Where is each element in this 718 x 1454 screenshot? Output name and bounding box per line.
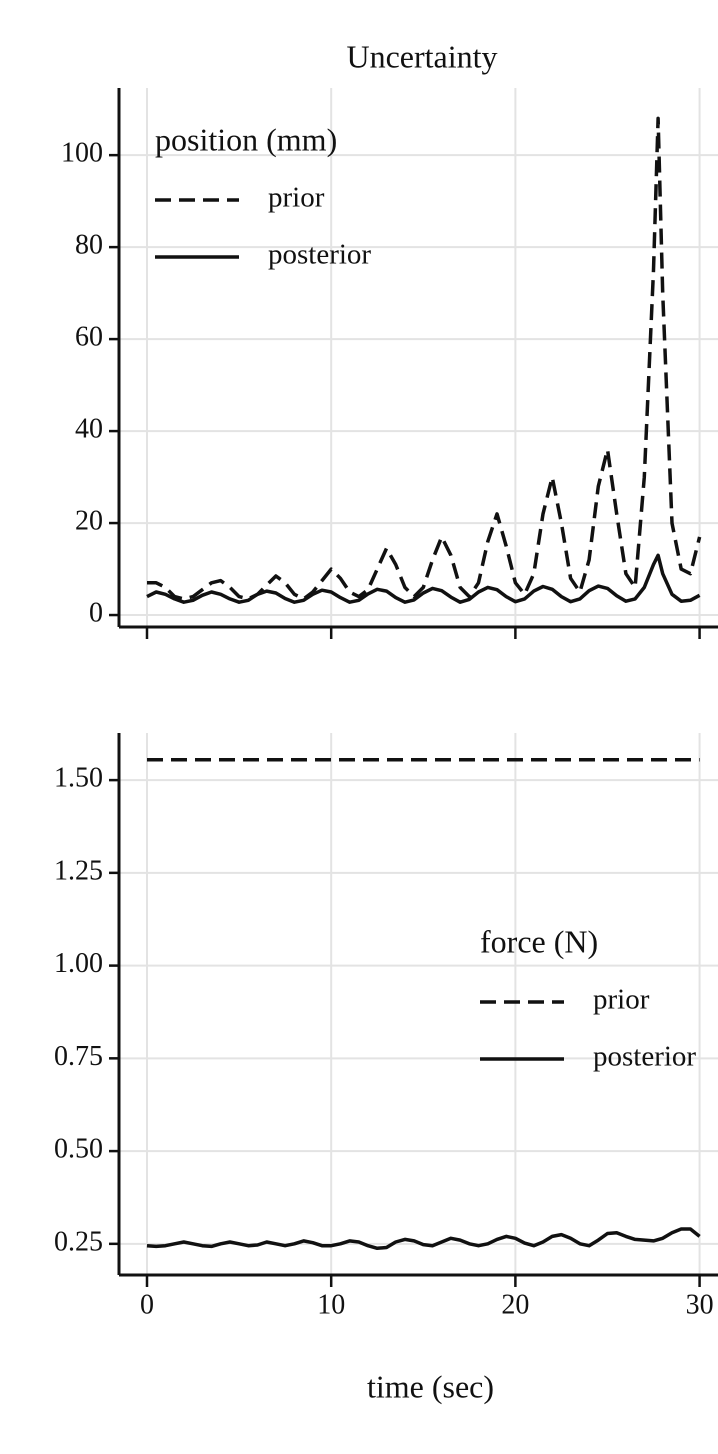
y-tick-label: 1.00 xyxy=(54,948,103,979)
legend-label: prior xyxy=(593,984,650,1016)
y-tick-label: 40 xyxy=(75,414,103,445)
x-tick-label: 0 xyxy=(140,1289,154,1320)
legend-label: prior xyxy=(268,182,325,214)
chart-title: Uncertainty xyxy=(346,38,497,74)
y-tick-label: 1.50 xyxy=(54,763,103,794)
line-series xyxy=(147,116,702,601)
y-tick-label: 0.25 xyxy=(54,1226,103,1257)
line-series xyxy=(146,1227,701,1251)
legend-title: position (mm) xyxy=(155,121,337,157)
y-tick-label: 100 xyxy=(61,138,103,169)
y-tick-label: 1.25 xyxy=(54,855,103,886)
x-tick-label: 30 xyxy=(686,1289,714,1320)
line-series xyxy=(146,553,701,604)
legend-label: posterior xyxy=(268,239,371,271)
x-axis-label: time (sec) xyxy=(367,1368,494,1404)
y-tick-label: 0 xyxy=(89,597,103,628)
y-tick-label: 0.50 xyxy=(54,1134,103,1165)
legend-label: posterior xyxy=(593,1041,696,1073)
y-tick-label: 80 xyxy=(75,230,103,261)
x-tick-label: 20 xyxy=(501,1289,529,1320)
y-tick-label: 0.75 xyxy=(54,1041,103,1072)
legend-title: force (N) xyxy=(480,923,598,959)
x-tick-label: 10 xyxy=(317,1289,345,1320)
y-tick-label: 20 xyxy=(75,505,103,536)
y-tick-label: 60 xyxy=(75,322,103,353)
